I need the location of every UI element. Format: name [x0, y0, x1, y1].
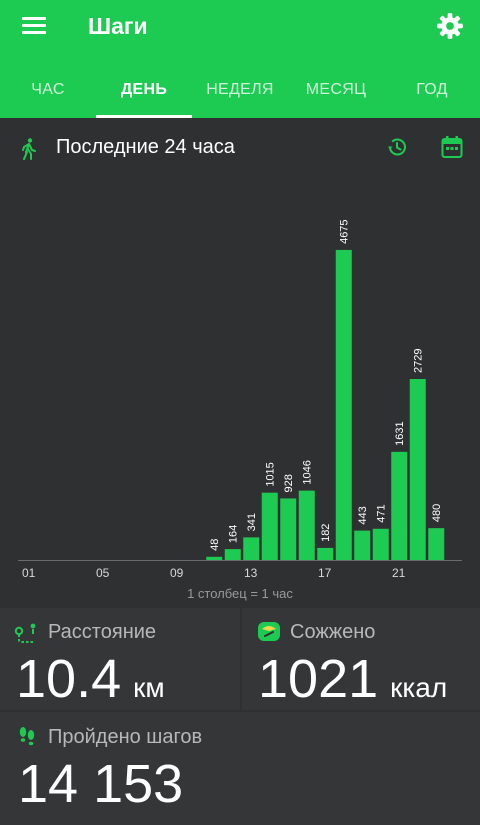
- data-label-11: 48: [209, 539, 221, 551]
- bar-12[interactable]: [224, 549, 241, 560]
- calories-card[interactable]: Сожжено 1021 ккал: [242, 608, 480, 710]
- data-label-18: 4675: [339, 219, 351, 243]
- x-tick-21: 21: [392, 566, 406, 580]
- distance-value: 10.4 км: [16, 649, 165, 709]
- data-label-21: 1631: [394, 421, 406, 445]
- gear-icon[interactable]: [436, 12, 464, 40]
- data-label-13: 341: [246, 513, 258, 531]
- steps-label: Пройдено шагов: [48, 726, 203, 748]
- data-label-17: 182: [320, 524, 332, 542]
- bar-16[interactable]: [298, 490, 315, 560]
- calories-value: 1021 ккал: [258, 649, 448, 709]
- distance-unit: км: [133, 672, 165, 703]
- x-tick-13: 13: [244, 566, 258, 580]
- period-header: Последние 24 часа: [0, 118, 480, 178]
- distance-card[interactable]: Расстояние 10.4 км: [0, 608, 240, 710]
- app-bar: Шаги ЧАС ДЕНЬ НЕДЕЛЯ МЕСЯЦ ГОД: [0, 0, 480, 118]
- bar-18[interactable]: [335, 249, 352, 560]
- bar-15[interactable]: [280, 498, 297, 560]
- distance-label: Расстояние: [48, 621, 157, 643]
- bar-11[interactable]: [206, 556, 223, 560]
- bar-23[interactable]: [428, 528, 445, 560]
- walking-icon: [22, 138, 36, 160]
- bar-17[interactable]: [317, 547, 334, 560]
- data-label-16: 1046: [302, 460, 314, 484]
- bar-19[interactable]: [354, 530, 371, 560]
- menu-icon[interactable]: [22, 14, 48, 38]
- data-label-19: 443: [357, 506, 369, 524]
- tab-week[interactable]: НЕДЕЛЯ: [206, 81, 274, 98]
- bar-20[interactable]: [372, 528, 389, 560]
- page-title: Шаги: [88, 13, 148, 39]
- period-tabs: ЧАС ДЕНЬ НЕДЕЛЯ МЕСЯЦ ГОД: [0, 70, 480, 118]
- period-label: Последние 24 часа: [56, 136, 235, 158]
- x-tick-05: 05: [96, 566, 110, 580]
- footsteps-icon: [19, 727, 35, 746]
- data-label-14: 1015: [265, 462, 277, 486]
- bar-21[interactable]: [391, 451, 408, 560]
- steps-card[interactable]: Пройдено шагов 14 153: [0, 712, 480, 825]
- calendar-icon[interactable]: [441, 135, 463, 159]
- bar-13[interactable]: [243, 537, 260, 560]
- data-label-20: 471: [376, 504, 388, 522]
- calories-label: Сожжено: [290, 621, 376, 643]
- tab-year[interactable]: ГОД: [416, 81, 448, 98]
- data-label-22: 2729: [413, 349, 425, 373]
- data-label-12: 164: [228, 525, 240, 543]
- steps-value: 14 153: [18, 754, 184, 814]
- calories-unit: ккал: [390, 672, 448, 703]
- route-icon: [14, 623, 36, 643]
- tab-hour[interactable]: ЧАС: [31, 81, 65, 98]
- bar-22[interactable]: [409, 378, 426, 560]
- steps-chart: 48 164 341 1015 928 1046 182 4675 443 471 1631 2729…: [0, 178, 480, 608]
- x-tick-01: 01: [22, 566, 36, 580]
- x-tick-17: 17: [318, 566, 332, 580]
- data-label-15: 928: [283, 474, 295, 492]
- history-icon[interactable]: [385, 135, 409, 159]
- data-label-23: 480: [431, 504, 443, 522]
- bar-chart: 48 164 341 1015 928 1046 182 4675 443 471 1631 2729…: [18, 219, 462, 580]
- x-tick-09: 09: [170, 566, 184, 580]
- bar-14[interactable]: [261, 492, 278, 560]
- tab-month[interactable]: МЕСЯЦ: [305, 81, 367, 98]
- chart-caption: 1 столбец = 1 час: [187, 586, 293, 601]
- tab-day[interactable]: ДЕНЬ: [96, 70, 192, 118]
- scale-icon: [258, 622, 280, 641]
